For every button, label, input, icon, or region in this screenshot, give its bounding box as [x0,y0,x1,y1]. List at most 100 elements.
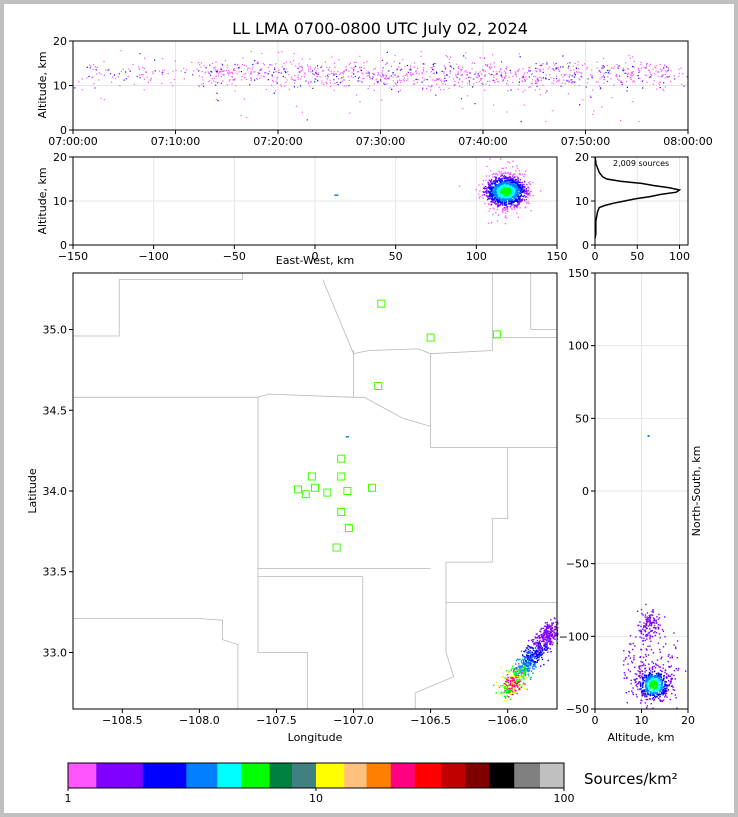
source-point [531,659,533,661]
source-point [510,199,512,201]
source-point [117,76,119,78]
source-point [536,661,538,663]
source-point [649,624,651,626]
source-point [441,81,443,83]
x-tick-label: −106.0 [487,714,528,727]
source-point [640,702,642,704]
source-point [489,188,491,190]
source-point [482,187,485,190]
source-point [458,85,461,87]
source-point [421,77,424,79]
source-point [498,198,501,200]
source-point [519,672,521,674]
source-point [128,68,130,70]
source-point [504,172,507,175]
source-point [503,189,505,192]
source-point [345,436,349,438]
source-point [494,187,496,189]
source-point [639,681,641,683]
source-point [510,689,512,692]
source-point [528,70,530,72]
source-point [528,193,530,195]
source-point [519,199,521,202]
source-point [353,66,355,68]
source-point [510,187,512,189]
source-point [666,684,668,686]
source-point [671,655,673,657]
source-point [657,688,659,690]
source-point [330,70,332,72]
source-point [508,200,510,203]
source-point [498,201,500,203]
source-point [371,78,373,80]
source-point [535,63,537,65]
source-point [532,672,534,674]
source-point [200,62,203,64]
x-tick-label: −106.5 [410,714,451,727]
source-point [516,204,518,207]
county-boundary [257,568,308,709]
source-point [627,68,629,70]
source-point [380,80,382,82]
source-point [496,73,498,75]
source-point [507,691,509,693]
source-point [616,74,618,76]
source-point [502,204,504,206]
source-point [402,75,404,77]
source-point [625,692,627,694]
source-point [511,187,513,189]
source-point [399,62,401,64]
colorbar-segment [514,763,541,788]
source-point [382,83,385,85]
source-point [513,691,515,694]
source-point [86,66,88,68]
source-point [511,675,513,677]
source-point [484,74,486,76]
colorbar-segment [344,763,367,788]
source-point [653,699,655,702]
source-point [548,66,551,68]
plan-xlabel: Longitude [288,731,343,744]
x-tick-label: 0 [592,714,599,727]
source-point [367,87,369,90]
source-point [599,72,602,74]
source-point [384,83,386,85]
source-point [673,674,675,677]
source-point [461,74,463,77]
source-point [537,77,539,79]
source-point [509,192,511,194]
source-point [485,63,487,66]
source-point [249,73,251,75]
source-point [638,667,640,669]
source-point [652,680,654,682]
source-point [528,652,530,654]
source-point [541,656,543,659]
source-point [512,684,514,686]
source-point [411,73,413,75]
source-point [513,671,515,673]
source-point [535,633,537,635]
colorbar-segment [414,763,442,788]
source-point [301,67,303,69]
source-point [683,85,685,87]
source-point [522,683,524,685]
source-point [282,75,284,78]
source-point [502,692,504,694]
source-point [644,639,647,642]
source-point [557,68,560,70]
source-point [643,680,645,682]
source-point [431,68,433,70]
source-point [518,84,520,86]
source-point [499,692,502,695]
source-point [520,188,523,191]
source-point [298,66,300,68]
panel-border [72,272,558,710]
source-point [404,80,406,82]
source-point [664,636,666,638]
source-point [509,691,511,693]
source-point [338,59,340,61]
source-point [365,72,367,74]
colorbar-segment [390,763,415,788]
source-point [510,693,512,696]
source-point [273,71,275,73]
